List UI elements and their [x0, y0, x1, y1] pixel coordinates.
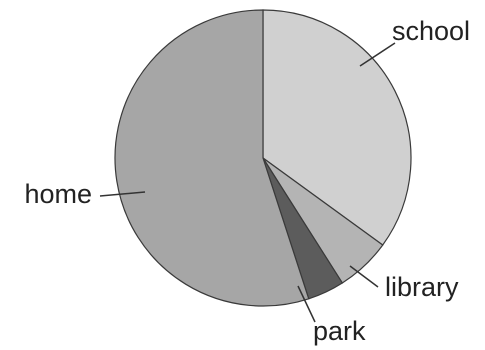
pie-labels: school library park home: [24, 16, 470, 346]
pie-slices: [114, 9, 412, 307]
slice-label-library: library: [385, 272, 459, 302]
pie-slice-home: [114, 9, 310, 307]
slice-label-park: park: [313, 316, 366, 346]
slice-label-school: school: [392, 16, 470, 46]
leader-line-school: [359, 42, 396, 67]
slice-label-home: home: [24, 179, 92, 209]
pie-slice-school: [262, 9, 412, 246]
leader-line-library: [349, 265, 379, 288]
leader-line-home: [99, 191, 146, 197]
leader-line-park: [297, 285, 316, 323]
